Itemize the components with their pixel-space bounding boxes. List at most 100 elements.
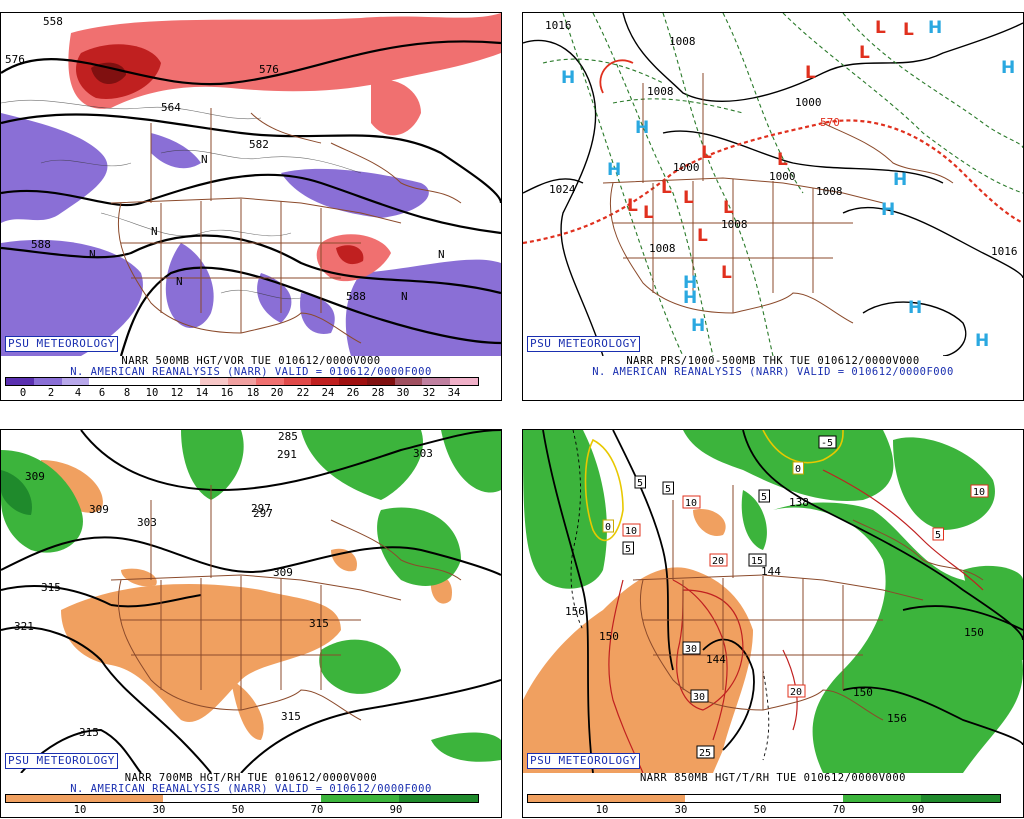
political-borders <box>110 108 462 344</box>
high-symbol: H <box>607 160 621 180</box>
height-contours <box>542 430 1023 773</box>
low-symbol: L <box>643 203 654 223</box>
svg-text:570: 570 <box>820 116 840 129</box>
svg-text:588: 588 <box>31 238 51 251</box>
temp850-map: 156 150 144 150 156 150 138 144 -5 0 5 5 10 0… <box>523 430 1023 773</box>
570-thickness-line <box>523 119 1023 245</box>
temperature-label: 20 <box>712 556 724 567</box>
svg-text:N: N <box>176 275 183 288</box>
svg-text:297: 297 <box>253 507 273 520</box>
high-symbol: H <box>635 118 649 138</box>
caption-product: NARR 700MB HGT/RH TUE 010612/0000V000 <box>124 772 378 784</box>
svg-text:309: 309 <box>273 566 293 579</box>
map-labels: 1016 1008 1008 1000 1000 1024 1008 1008 … <box>545 19 1018 258</box>
panel-700mb-rh: 285 291 297 303 309 309 315 321 309 315 … <box>0 429 502 818</box>
svg-text:576: 576 <box>259 63 279 76</box>
high-symbol: H <box>683 288 697 308</box>
temperature-box <box>758 489 770 503</box>
dashed-isotherms <box>570 430 770 761</box>
svg-text:285: 285 <box>278 430 298 443</box>
svg-text:N: N <box>401 290 408 303</box>
temperature-label: 25 <box>699 748 711 759</box>
temperature-label: 5 <box>637 478 643 489</box>
temperature-box <box>970 484 989 498</box>
svg-text:1024: 1024 <box>549 183 576 196</box>
svg-text:1008: 1008 <box>669 35 696 48</box>
thickness-lines <box>542 13 1023 356</box>
temperature-box <box>696 745 715 759</box>
temperature-label: 30 <box>693 692 705 703</box>
temperature-label: 10 <box>685 498 697 509</box>
temperature-label: 5 <box>761 492 767 503</box>
low-symbol: L <box>805 63 816 83</box>
svg-text:138: 138 <box>789 496 809 509</box>
caption-valid: N. AMERICAN REANALYSIS (NARR) VALID = 01… <box>70 783 432 795</box>
moist-areas <box>1 430 501 762</box>
vorticity-color-scale <box>5 377 479 386</box>
high-symbol: H <box>928 18 942 38</box>
svg-text:564: 564 <box>161 101 181 114</box>
svg-text:315: 315 <box>309 617 329 630</box>
svg-text:297: 297 <box>251 502 271 515</box>
psu-meteorology-label: PSU METEOROLOGY <box>527 753 640 769</box>
low-symbol: L <box>661 178 672 198</box>
svg-text:588: 588 <box>346 290 366 303</box>
map-labels: 285 291 297 303 309 309 315 321 309 315 … <box>14 430 433 739</box>
temperature-box <box>748 553 767 567</box>
map-labels: 156 150 144 150 156 150 138 144 <box>565 496 984 725</box>
temperature-box <box>682 641 701 655</box>
dry-areas <box>523 509 753 773</box>
temperature-label: 5 <box>665 484 671 495</box>
temperature-label: 10 <box>625 526 637 537</box>
height-contours <box>1 430 501 773</box>
temperature-box <box>662 481 674 495</box>
rh-color-scale <box>5 794 479 803</box>
high-symbol: H <box>881 200 895 220</box>
political-borders <box>602 73 954 324</box>
caption-valid: N. AMERICAN REANALYSIS (NARR) VALID = 01… <box>70 366 432 378</box>
svg-text:309: 309 <box>89 503 109 516</box>
svg-text:1000: 1000 <box>795 96 822 109</box>
high-symbol: H <box>893 170 907 190</box>
svg-text:N: N <box>89 248 96 261</box>
svg-text:144: 144 <box>761 565 781 578</box>
svg-text:1008: 1008 <box>647 85 674 98</box>
low-pressure-centers: L L L L L L L L L L L L L <box>627 18 914 283</box>
low-symbol: L <box>683 188 694 208</box>
temperature-label: 20 <box>790 687 802 698</box>
temperature-box <box>818 435 837 449</box>
high-pressure-centers: H H H H H H H H H H H H <box>561 18 1015 351</box>
temperature-label: 15 <box>751 556 763 567</box>
low-symbol: L <box>627 196 638 216</box>
rh-color-scale <box>527 794 1001 803</box>
psu-meteorology-label: PSU METEOROLOGY <box>527 336 640 352</box>
high-symbol: H <box>561 68 575 88</box>
high-symbol: H <box>1001 58 1015 78</box>
svg-text:150: 150 <box>599 630 619 643</box>
high-symbol: H <box>908 298 922 318</box>
svg-text:1016: 1016 <box>991 245 1018 258</box>
psu-meteorology-label: PSU METEOROLOGY <box>5 336 118 352</box>
temperature-box <box>634 475 646 489</box>
boxed-temperature-labels: -5 0 5 5 10 0 5 5 15 20 10 10 30 30 20 25 5 <box>602 435 989 759</box>
low-symbol: L <box>721 263 732 283</box>
svg-text:144: 144 <box>706 653 726 666</box>
caption-valid: N. AMERICAN REANALYSIS (NARR) VALID = 01… <box>592 366 954 378</box>
svg-text:582: 582 <box>249 138 269 151</box>
panel-850mb-temp-rh: 156 150 144 150 156 150 138 144 -5 0 5 5 10 0… <box>522 429 1024 818</box>
temperature-label: 0 <box>605 522 611 533</box>
svg-text:291: 291 <box>277 448 297 461</box>
political-borders <box>110 485 462 721</box>
svg-text:N: N <box>201 153 208 166</box>
low-symbol: L <box>777 150 788 170</box>
low-symbol: L <box>903 20 914 40</box>
rh700-map: 285 291 297 303 309 309 315 321 309 315 … <box>1 430 501 773</box>
temperature-box <box>602 519 614 533</box>
svg-text:N: N <box>151 225 158 238</box>
svg-text:150: 150 <box>964 626 984 639</box>
svg-text:315: 315 <box>41 581 61 594</box>
temperature-box <box>690 689 709 703</box>
temperature-label: 30 <box>685 644 697 655</box>
panel-pressure-thickness: H H H H H H H H H H H H L L L L L L L L … <box>522 12 1024 401</box>
map-labels: 576 558 582 588 588 564 576 N N N N N N <box>5 15 445 303</box>
